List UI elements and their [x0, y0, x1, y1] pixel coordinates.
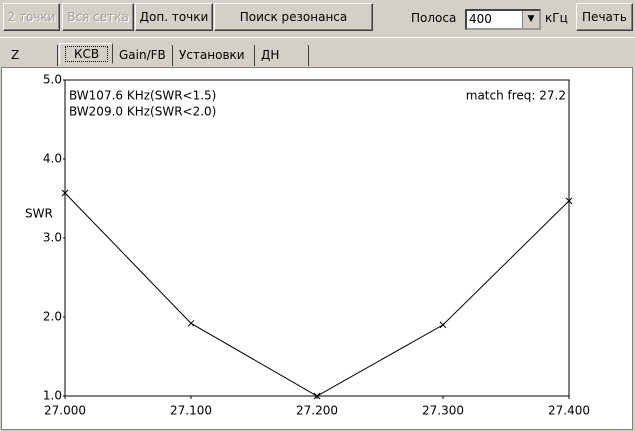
y-tick-label: 4.0	[43, 152, 62, 166]
tab[interactable]: Gain/FB	[113, 45, 173, 66]
button[interactable]: Вся сетка	[62, 3, 134, 31]
dropdown-arrow[interactable]: ▼	[522, 11, 539, 28]
point-marker	[313, 392, 321, 400]
button[interactable]: 2 точки	[3, 3, 60, 31]
x-tick-label: 27.300	[422, 404, 464, 418]
annotation: match freq: 27.2	[466, 89, 566, 103]
tab[interactable]: Установки	[173, 45, 255, 66]
button[interactable]: Доп. точки	[135, 3, 213, 31]
point-marker	[565, 197, 573, 205]
separator	[0, 37, 635, 38]
x-tick-label: 27.200	[296, 404, 338, 418]
point-marker	[187, 319, 195, 327]
chart-panel	[1, 67, 633, 430]
y-tick-label: 2.0	[43, 310, 62, 324]
tab-active[interactable]: КСВ	[59, 43, 113, 64]
x-tick-label: 27.000	[44, 404, 86, 418]
y-tick-label: 1.0	[43, 389, 62, 403]
tab[interactable]: Z	[5, 45, 58, 66]
x-tick-label: 27.400	[548, 404, 590, 418]
band-unit: кГц	[545, 11, 568, 25]
band-label: Полоса	[411, 11, 457, 25]
tab[interactable]: ДН	[255, 45, 309, 66]
swr-line	[64, 192, 570, 397]
band-select[interactable]: 400 ▼	[465, 9, 541, 30]
print-button[interactable]: Печать	[576, 3, 633, 31]
annotation: BW209.0 KHz(SWR<2.0)	[69, 105, 216, 119]
button[interactable]: Поиск резонанса	[214, 3, 373, 31]
band-value: 400	[469, 12, 492, 26]
plot-frame	[64, 79, 570, 397]
point-marker	[439, 321, 447, 329]
y-tick-label: 3.0	[43, 231, 62, 245]
x-tick-label: 27.100	[170, 404, 212, 418]
annotation: BW107.6 KHz(SWR<1.5)	[69, 89, 216, 103]
y-tick-label: 5.0	[43, 73, 62, 87]
tab-label: КСВ	[64, 46, 109, 62]
y-axis-label: SWR	[25, 207, 53, 221]
point-marker	[61, 189, 69, 197]
